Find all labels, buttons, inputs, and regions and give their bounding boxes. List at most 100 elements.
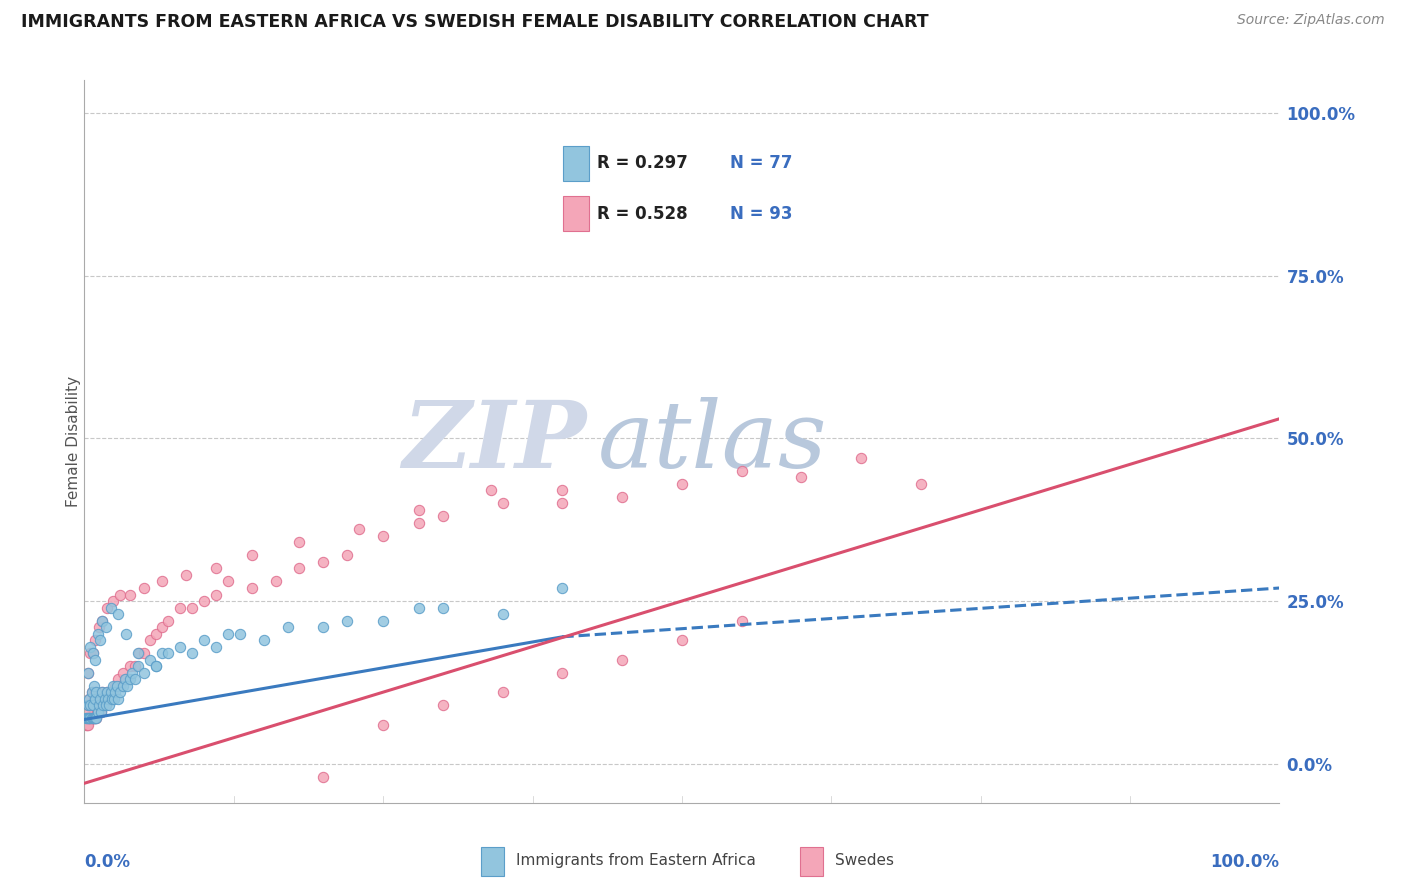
Point bbox=[93, 698, 115, 713]
Point bbox=[101, 679, 124, 693]
Point bbox=[240, 549, 263, 563]
Point bbox=[349, 523, 371, 537]
Point bbox=[373, 717, 395, 731]
Point bbox=[77, 698, 100, 713]
Point bbox=[89, 633, 111, 648]
Point bbox=[87, 698, 110, 713]
Point bbox=[94, 698, 117, 713]
Point bbox=[77, 717, 100, 731]
Point bbox=[432, 509, 454, 524]
Point bbox=[150, 620, 173, 634]
Point bbox=[612, 490, 634, 504]
Text: N = 77: N = 77 bbox=[730, 154, 793, 172]
Point bbox=[264, 574, 287, 589]
Point bbox=[101, 691, 124, 706]
Point bbox=[86, 626, 108, 640]
Point bbox=[181, 646, 204, 660]
Point bbox=[79, 711, 101, 725]
Point bbox=[408, 600, 430, 615]
Point bbox=[93, 698, 115, 713]
Point bbox=[84, 633, 107, 648]
Point bbox=[87, 620, 110, 634]
Point bbox=[91, 614, 114, 628]
Point bbox=[145, 659, 167, 673]
Point bbox=[76, 705, 98, 719]
Point bbox=[174, 568, 197, 582]
Point bbox=[127, 659, 149, 673]
Point bbox=[111, 665, 134, 680]
Point bbox=[77, 711, 100, 725]
Point bbox=[288, 561, 311, 575]
Point bbox=[82, 646, 104, 660]
Point bbox=[80, 685, 103, 699]
Point bbox=[132, 665, 156, 680]
Point bbox=[91, 685, 114, 699]
Point bbox=[114, 672, 136, 686]
Text: Swedes: Swedes bbox=[835, 854, 894, 868]
Point bbox=[731, 464, 754, 478]
Point bbox=[139, 633, 162, 648]
Point bbox=[124, 659, 146, 673]
Text: 0.0%: 0.0% bbox=[84, 854, 131, 871]
Point bbox=[86, 691, 108, 706]
Point bbox=[84, 711, 107, 725]
Point bbox=[127, 646, 149, 660]
Point bbox=[110, 679, 132, 693]
Point bbox=[193, 633, 215, 648]
Point bbox=[105, 679, 128, 693]
Point bbox=[312, 770, 335, 784]
Point bbox=[118, 672, 141, 686]
Point bbox=[217, 574, 239, 589]
Point bbox=[96, 600, 118, 615]
Point bbox=[86, 685, 108, 699]
Point bbox=[373, 614, 395, 628]
Point bbox=[336, 614, 359, 628]
Point bbox=[132, 581, 156, 595]
Point bbox=[84, 691, 107, 706]
Point bbox=[336, 549, 359, 563]
Point bbox=[94, 698, 117, 713]
Point bbox=[612, 652, 634, 666]
Point bbox=[551, 581, 574, 595]
Point bbox=[77, 698, 100, 713]
Point bbox=[910, 476, 932, 491]
Point bbox=[111, 679, 134, 693]
Point bbox=[181, 600, 204, 615]
Point bbox=[90, 705, 112, 719]
Point bbox=[86, 705, 108, 719]
Point bbox=[82, 698, 104, 713]
Point bbox=[100, 685, 122, 699]
Point bbox=[157, 614, 180, 628]
Point bbox=[107, 691, 129, 706]
Point bbox=[100, 600, 122, 615]
FancyBboxPatch shape bbox=[562, 145, 589, 181]
Point bbox=[97, 691, 120, 706]
Point bbox=[731, 614, 754, 628]
Point bbox=[288, 535, 311, 549]
Point bbox=[80, 711, 103, 725]
Point bbox=[100, 685, 122, 699]
Text: R = 0.528: R = 0.528 bbox=[598, 204, 688, 223]
Point bbox=[124, 672, 146, 686]
Point bbox=[77, 711, 100, 725]
Point bbox=[79, 698, 101, 713]
Point bbox=[89, 691, 111, 706]
Point bbox=[551, 483, 574, 498]
Point bbox=[408, 503, 430, 517]
Point bbox=[87, 698, 110, 713]
Point bbox=[107, 672, 129, 686]
Text: IMMIGRANTS FROM EASTERN AFRICA VS SWEDISH FEMALE DISABILITY CORRELATION CHART: IMMIGRANTS FROM EASTERN AFRICA VS SWEDIS… bbox=[21, 13, 929, 31]
Point bbox=[83, 679, 105, 693]
Point bbox=[432, 600, 454, 615]
Point bbox=[77, 691, 100, 706]
Point bbox=[101, 685, 124, 699]
Point bbox=[128, 646, 150, 660]
Point bbox=[115, 626, 138, 640]
Point bbox=[86, 705, 108, 719]
Point bbox=[671, 633, 693, 648]
Point bbox=[83, 691, 105, 706]
Point bbox=[93, 691, 115, 706]
Point bbox=[492, 685, 515, 699]
Point bbox=[104, 679, 127, 693]
Text: N = 93: N = 93 bbox=[730, 204, 793, 223]
